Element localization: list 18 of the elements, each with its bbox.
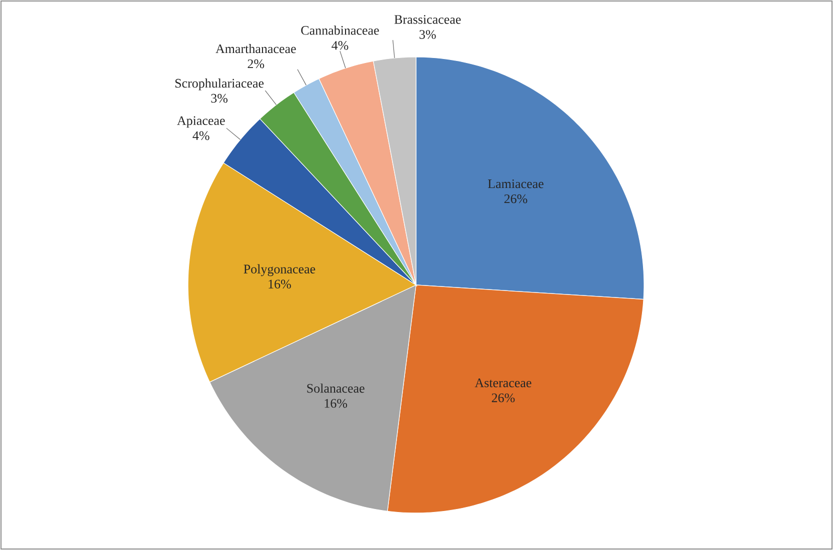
data-label: 26% — [492, 393, 515, 402]
slice-label: Lamiaceae — [488, 179, 544, 188]
slice-label: Cannabinaceae — [301, 26, 379, 35]
data-label: 3% — [420, 30, 436, 39]
slice-label: Apiaceae — [177, 116, 225, 128]
data-label: 4% — [332, 41, 348, 50]
data-label: 4% — [192, 131, 210, 140]
slice-label: Brassicaceae — [394, 15, 461, 24]
slice-label: Polygonaceae — [244, 264, 316, 276]
slice-label: Amarthanaceae — [216, 44, 296, 54]
slice-label: Scrophulariaceae — [175, 78, 264, 90]
data-label: 26% — [504, 194, 528, 204]
data-label: 16% — [324, 398, 348, 408]
slice-label: Solanaceae — [307, 384, 364, 393]
data-label: 3% — [211, 94, 228, 103]
data-label: 2% — [248, 59, 264, 68]
data-label: 16% — [268, 280, 291, 288]
slice-label: Asteraceae — [474, 378, 532, 388]
